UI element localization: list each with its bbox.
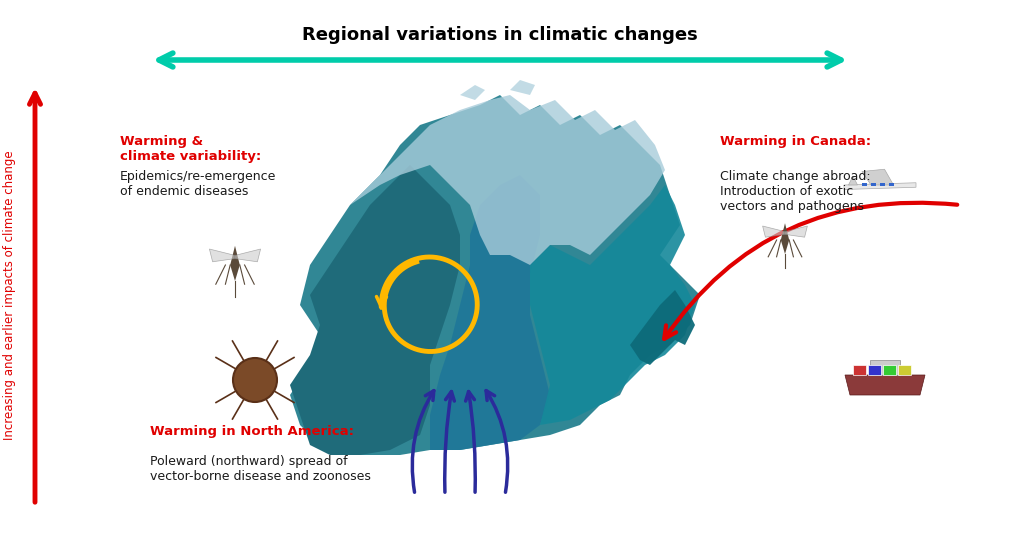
Polygon shape <box>234 249 260 262</box>
Polygon shape <box>849 176 857 185</box>
Text: Increasing and earlier impacts of climate change: Increasing and earlier impacts of climat… <box>3 150 16 440</box>
Bar <box>871 183 877 186</box>
Text: Warming in North America:: Warming in North America: <box>150 425 354 438</box>
Bar <box>867 365 881 375</box>
Text: Regional variations in climatic changes: Regional variations in climatic changes <box>302 26 698 44</box>
Polygon shape <box>763 226 785 237</box>
Bar <box>897 365 911 375</box>
Polygon shape <box>460 85 485 100</box>
Bar <box>870 360 900 375</box>
Polygon shape <box>530 185 695 425</box>
Bar <box>853 365 866 375</box>
Polygon shape <box>845 375 925 395</box>
Polygon shape <box>780 223 790 254</box>
Polygon shape <box>290 95 700 455</box>
Text: Warming in Canada:: Warming in Canada: <box>720 135 871 148</box>
Bar <box>883 365 896 375</box>
Polygon shape <box>230 246 240 281</box>
Text: Poleward (northward) spread of
vector-borne disease and zoonoses: Poleward (northward) spread of vector-bo… <box>150 455 371 483</box>
Polygon shape <box>290 165 460 455</box>
Polygon shape <box>862 169 894 185</box>
Polygon shape <box>785 226 807 237</box>
Bar <box>862 183 867 186</box>
Polygon shape <box>430 175 550 450</box>
Circle shape <box>233 358 278 402</box>
Text: Warming &
climate variability:: Warming & climate variability: <box>120 135 261 163</box>
Polygon shape <box>209 249 234 262</box>
Text: Epidemics/re-emergence
of endemic diseases: Epidemics/re-emergence of endemic diseas… <box>120 170 276 198</box>
Polygon shape <box>350 95 665 265</box>
Polygon shape <box>844 183 916 189</box>
Bar <box>880 183 886 186</box>
Bar <box>889 183 894 186</box>
Text: Climate change abroad:
Introduction of exotic
vectors and pathogens: Climate change abroad: Introduction of e… <box>720 170 870 213</box>
Polygon shape <box>630 290 695 365</box>
Polygon shape <box>510 80 535 95</box>
